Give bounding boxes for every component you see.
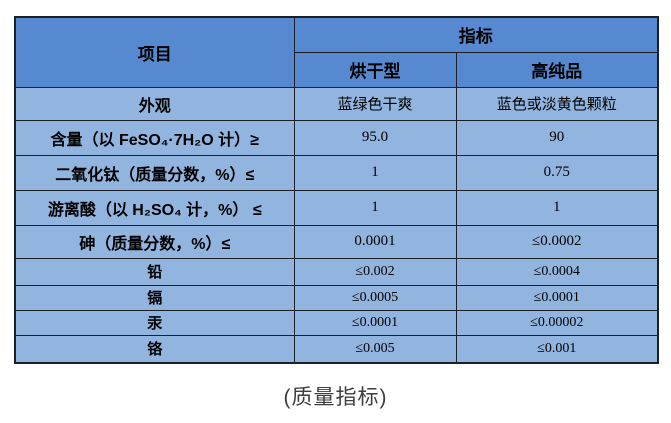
row-dried-value: ≤0.0005 xyxy=(293,284,457,311)
row-high-purity-value: ≤0.0004 xyxy=(455,257,659,286)
row-dried-value: 0.0001 xyxy=(293,224,457,259)
row-item-label: 外观 xyxy=(14,86,295,121)
row-item-label: 二氧化钛（质量分数，%）≤ xyxy=(14,154,295,191)
row-high-purity-value: ≤0.00002 xyxy=(455,309,659,336)
row-dried-value: 蓝绿色干爽 xyxy=(293,86,457,121)
header-cell-indicator: 指标 xyxy=(293,16,659,53)
row-dried-value: 1 xyxy=(293,154,457,191)
row-item-label: 铬 xyxy=(14,334,295,364)
row-item-label: 游离酸（以 H₂SO₄ 计，%） ≤ xyxy=(14,189,295,226)
row-item-label: 铅 xyxy=(14,257,295,286)
header-row-types: 烘干型 高纯品 xyxy=(15,51,659,88)
table-caption: (质量指标) xyxy=(283,386,388,409)
table-row-titanium-dioxide: 二氧化钛（质量分数，%）≤ 1 0.75 xyxy=(14,154,659,191)
table-row-content: 含量（以 FeSO₄·7H₂O 计）≥ 95.0 90 xyxy=(14,119,659,156)
table-row-free-acid: 游离酸（以 H₂SO₄ 计，%） ≤ 1 1 xyxy=(14,189,659,226)
table-row-arsenic: 砷（质量分数，%）≤ 0.0001 ≤0.0002 xyxy=(14,224,659,259)
table-row-appearance: 外观 蓝绿色干爽 蓝色或淡黄色颗粒 xyxy=(14,86,659,121)
row-item-label: 汞 xyxy=(14,309,295,336)
table-body: 外观 蓝绿色干爽 蓝色或淡黄色颗粒 含量（以 FeSO₄·7H₂O 计）≥ 95… xyxy=(14,86,659,364)
table-row-chromium: 铬 ≤0.005 ≤0.001 xyxy=(14,334,659,364)
row-item-label: 含量（以 FeSO₄·7H₂O 计）≥ xyxy=(14,119,295,156)
row-dried-value: ≤0.005 xyxy=(293,334,457,364)
header-row-indicator: 项目 指标 xyxy=(14,16,659,88)
header-cell-dried-type: 烘干型 xyxy=(293,51,457,88)
row-dried-value: 1 xyxy=(293,189,457,226)
table-row-lead: 铅 ≤0.002 ≤0.0004 xyxy=(14,257,659,286)
row-high-purity-value: ≤0.001 xyxy=(455,334,659,364)
row-high-purity-value: 蓝色或淡黄色颗粒 xyxy=(455,86,659,121)
header-cell-item: 项目 xyxy=(14,16,295,88)
header-cell-high-purity: 高纯品 xyxy=(455,51,659,88)
row-high-purity-value: 0.75 xyxy=(455,154,659,191)
row-high-purity-value: ≤0.0001 xyxy=(455,284,659,311)
row-item-label: 砷（质量分数，%）≤ xyxy=(14,224,295,259)
row-dried-value: ≤0.002 xyxy=(293,257,457,286)
row-item-label: 镉 xyxy=(14,284,295,311)
quality-spec-table: 项目 指标 烘干型 高纯品 外观 蓝绿色干爽 蓝色或淡黄色颗粒 含量（以 FeS… xyxy=(14,16,659,364)
row-high-purity-value: 1 xyxy=(455,189,659,226)
row-dried-value: ≤0.0001 xyxy=(293,309,457,336)
row-high-purity-value: ≤0.0002 xyxy=(455,224,659,259)
row-high-purity-value: 90 xyxy=(455,119,659,156)
table-header: 项目 指标 烘干型 高纯品 xyxy=(14,16,659,88)
table-row-cadmium: 镉 ≤0.0005 ≤0.0001 xyxy=(14,284,659,311)
table-row-mercury: 汞 ≤0.0001 ≤0.00002 xyxy=(14,309,659,336)
row-dried-value: 95.0 xyxy=(293,119,457,156)
